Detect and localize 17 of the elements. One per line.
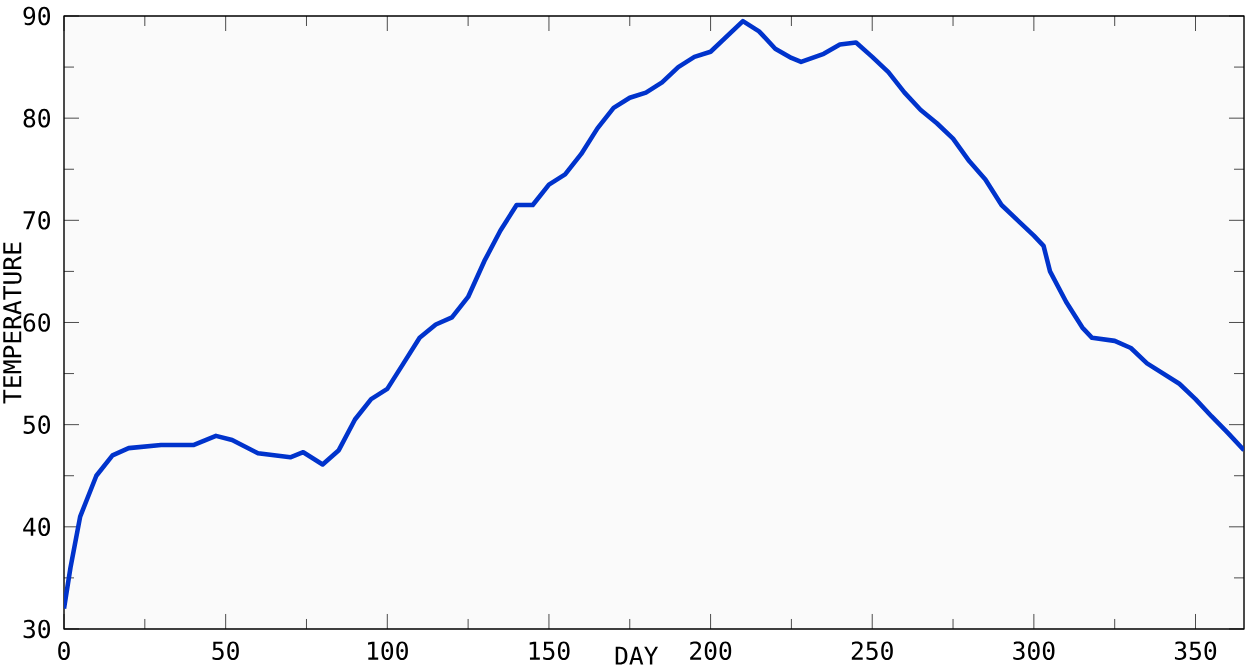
y-tick-label: 80 (23, 108, 51, 128)
x-tick-label: 150 (529, 641, 570, 660)
x-tick-label: 0 (58, 641, 70, 660)
x-tick-label: 300 (1013, 641, 1055, 660)
x-axis-title: DAY (615, 646, 659, 665)
x-tick-label: 350 (1174, 641, 1217, 660)
y-axis-title: TEMPERATURE (3, 242, 22, 404)
y-tick-label: 40 (23, 517, 51, 537)
y-tick-label: 70 (23, 211, 51, 230)
x-tick-label: 250 (851, 641, 893, 660)
y-tick-label: 30 (23, 619, 51, 639)
x-tick-label: 50 (212, 641, 239, 660)
y-tick-label: 50 (23, 415, 51, 434)
y-tick-label: 60 (23, 313, 51, 332)
x-tick-label: 100 (368, 641, 408, 660)
x-tick-label: 200 (690, 641, 732, 660)
y-tick-label: 90 (23, 6, 51, 26)
